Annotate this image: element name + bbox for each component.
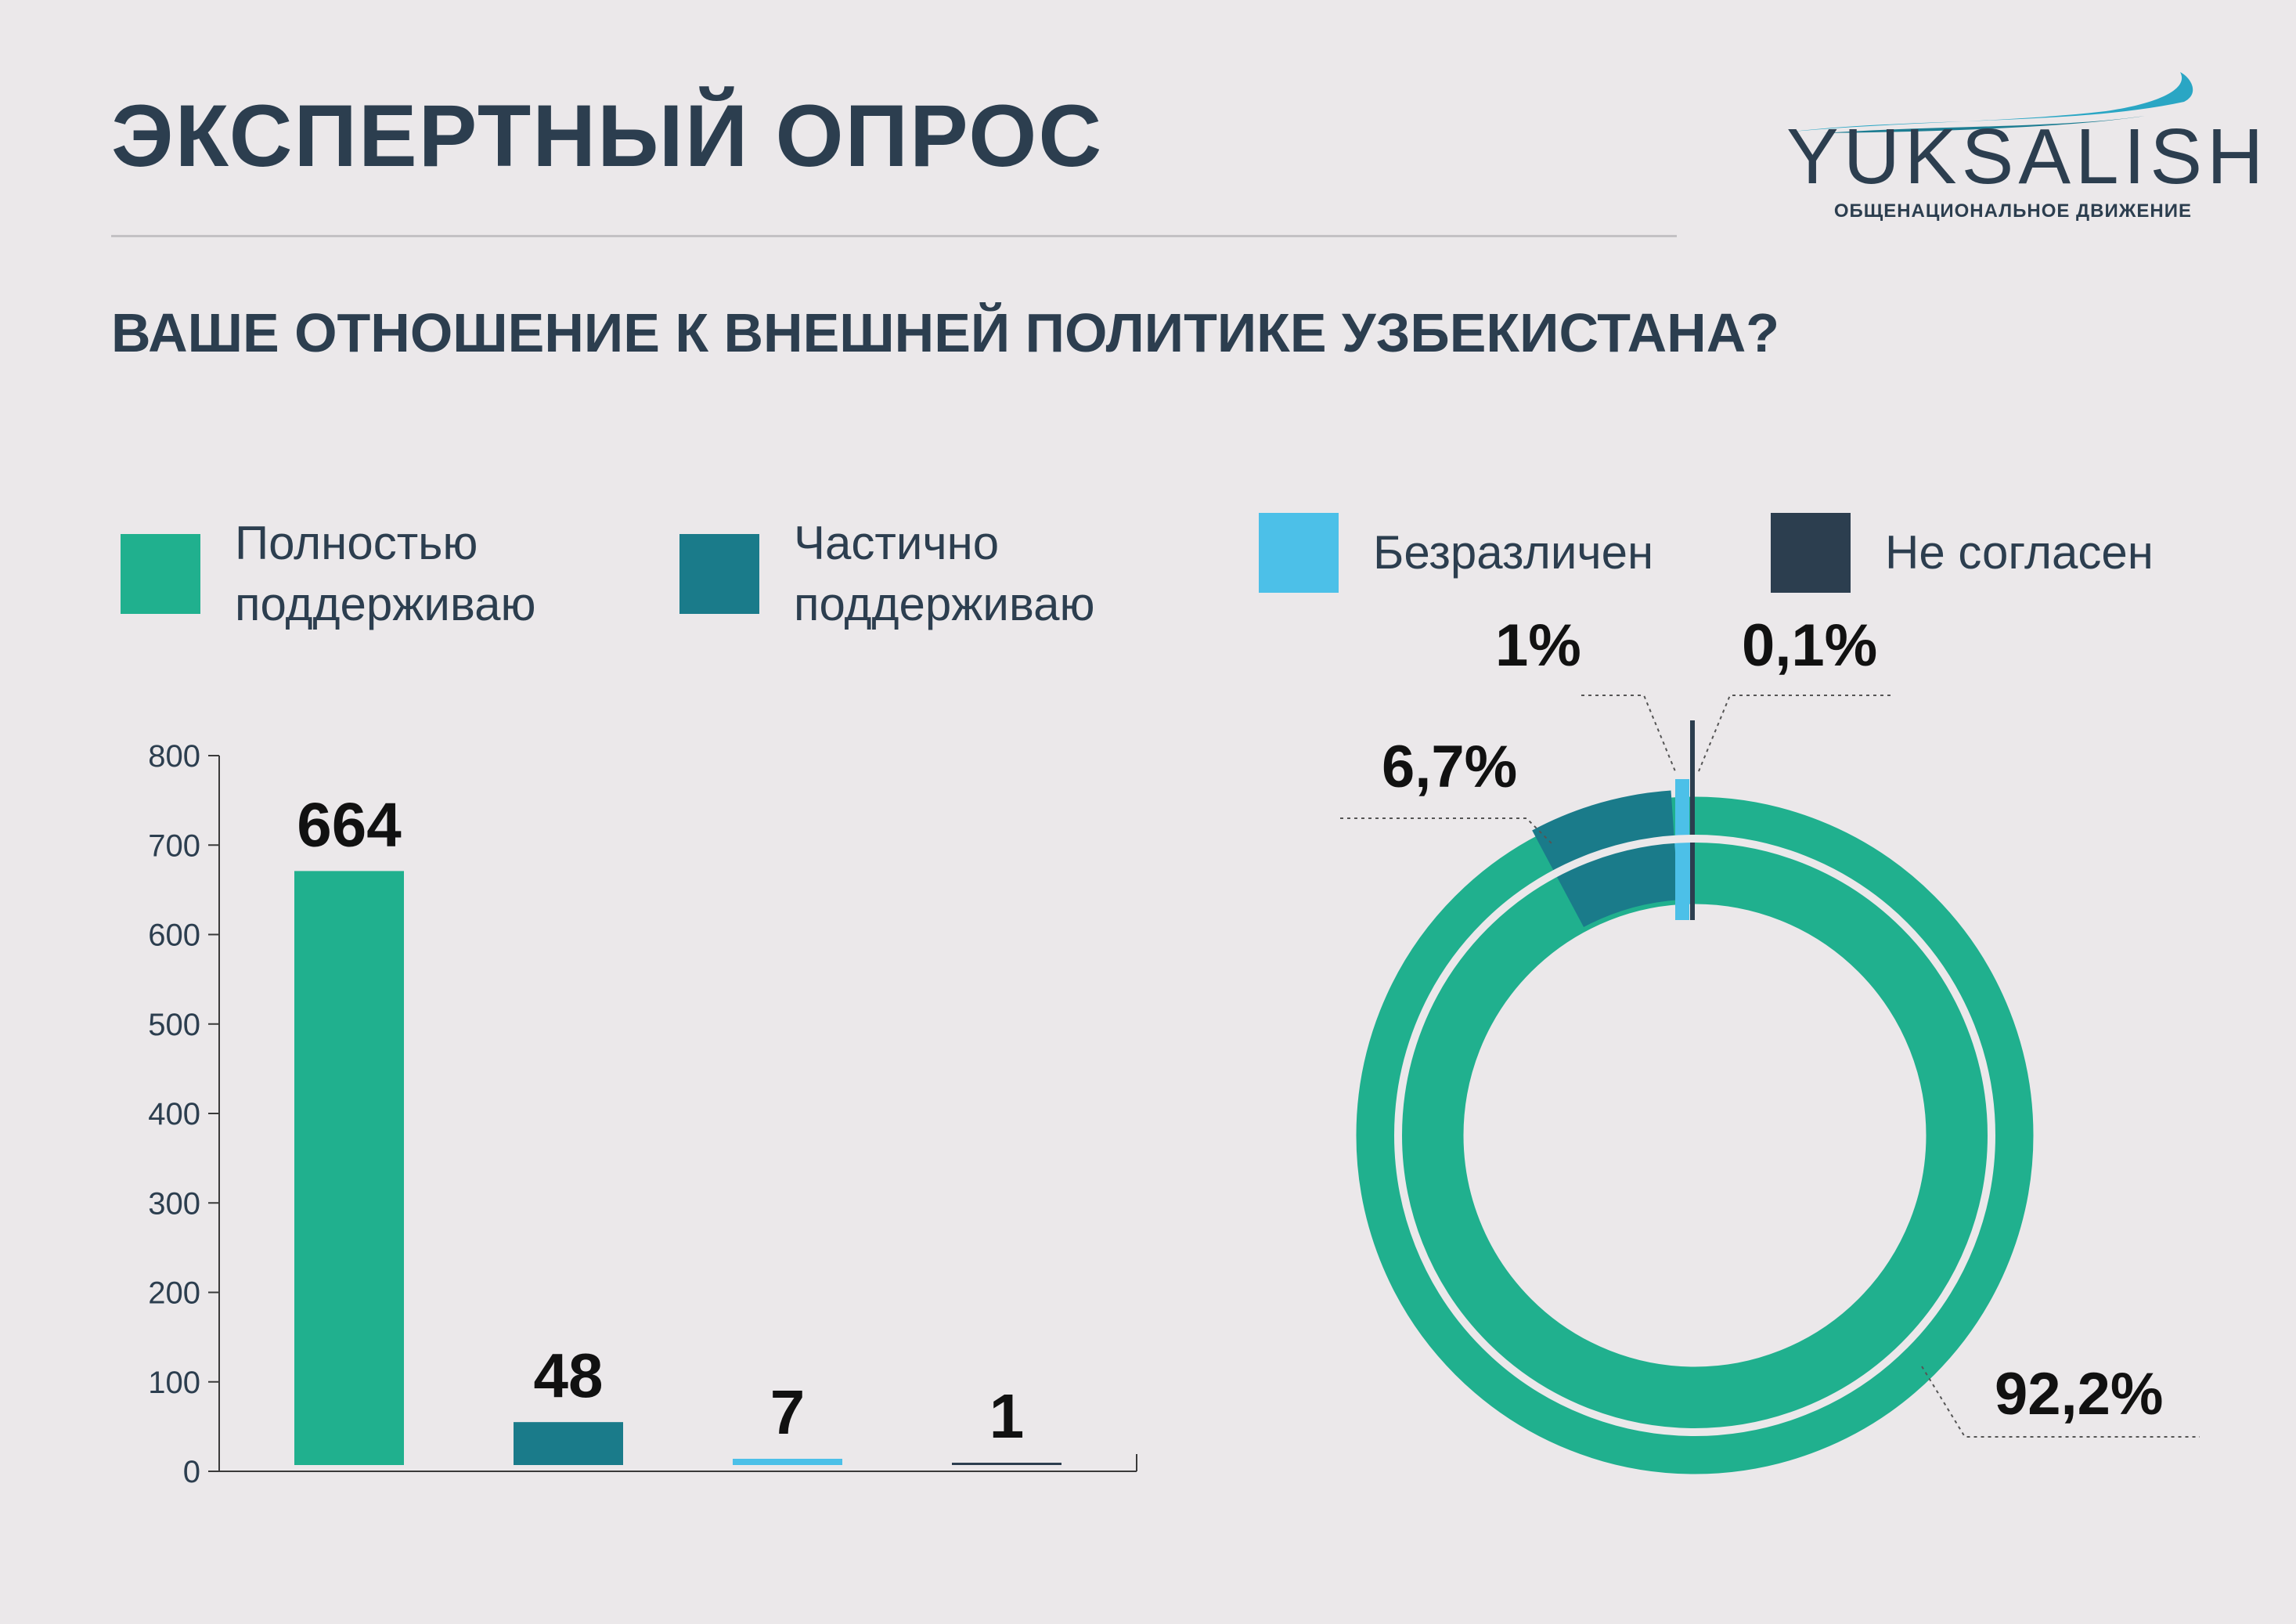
legend-item-indifferent: Безразличен	[1259, 513, 1653, 593]
y-tick-label: 400	[148, 1097, 200, 1131]
bar-1	[514, 1422, 623, 1465]
y-tick-label: 700	[148, 828, 200, 863]
legend-label-line: поддерживаю	[794, 578, 1095, 630]
y-tick-label: 0	[183, 1455, 200, 1489]
bar-0	[294, 871, 404, 1465]
donut-segment-1	[1532, 790, 1680, 928]
legend-label-line: поддерживаю	[235, 578, 536, 630]
survey-question: ВАШЕ ОТНОШЕНИЕ К ВНЕШНЕЙ ПОЛИТИКЕ УЗБЕКИ…	[111, 302, 1780, 363]
donut-pct-label: 92,2%	[1995, 1361, 2164, 1427]
legend-item-partial-support: Частично поддерживаю	[679, 513, 1170, 635]
y-tick-label: 800	[148, 739, 200, 774]
bar-2	[733, 1459, 842, 1465]
y-tick-label: 300	[148, 1186, 200, 1221]
leader-line-disagree	[1698, 695, 1891, 772]
donut-gap-ring	[1394, 835, 1995, 1436]
legend-label-line: Полностью	[235, 517, 478, 569]
legend-label-line: Частично	[794, 517, 1000, 569]
page-title: ЭКСПЕРТНЫЙ ОПРОС	[111, 87, 1104, 185]
y-tick-label: 500	[148, 1008, 200, 1042]
bar-data-label: 48	[534, 1341, 604, 1410]
donut-pct-label: 6,7%	[1382, 734, 1517, 800]
donut-sliver-disagree	[1690, 720, 1695, 920]
leader-line-indifferent	[1581, 695, 1676, 772]
title-divider	[111, 235, 1677, 237]
legend-item-disagree: Не согласен	[1771, 513, 2154, 593]
bar-3	[952, 1463, 1061, 1465]
logo-wordmark: YUKSALISH	[1786, 113, 2269, 200]
legend-label: Полностью поддерживаю	[235, 513, 611, 635]
donut-sliver-indifferent	[1675, 779, 1689, 920]
legend-label: Частично поддерживаю	[794, 513, 1170, 635]
logo-swoosh-icon	[1793, 72, 2193, 133]
y-tick-label: 100	[148, 1366, 200, 1400]
logo-subtitle: ОБЩЕНАЦИОНАЛЬНОЕ ДВИЖЕНИЕ	[1833, 200, 2192, 222]
y-tick-label: 600	[148, 918, 200, 953]
legend-label: Не согласен	[1885, 526, 2154, 579]
bar-data-label: 1	[989, 1381, 1025, 1451]
yuksalish-logo: YUKSALISH ОБЩЕНАЦИОНАЛЬНОЕ ДВИЖЕНИЕ	[1777, 70, 2263, 227]
donut-pct-label: 1%	[1495, 612, 1581, 679]
legend-item-full-support: Полностью поддерживаю	[121, 513, 611, 635]
bar-data-label: 7	[770, 1377, 806, 1447]
donut-pct-label: 0,1%	[1742, 612, 1877, 679]
legend-label: Безразличен	[1373, 526, 1654, 579]
legend-swatch	[679, 534, 759, 614]
legend-swatch	[1259, 513, 1339, 593]
donut-inner-ring	[1397, 837, 1993, 1434]
legend-swatch	[121, 534, 200, 614]
leader-line-partial	[1340, 817, 1555, 846]
legend-swatch	[1771, 513, 1851, 593]
bar-data-label: 664	[297, 789, 402, 859]
y-tick-label: 200	[148, 1276, 200, 1311]
